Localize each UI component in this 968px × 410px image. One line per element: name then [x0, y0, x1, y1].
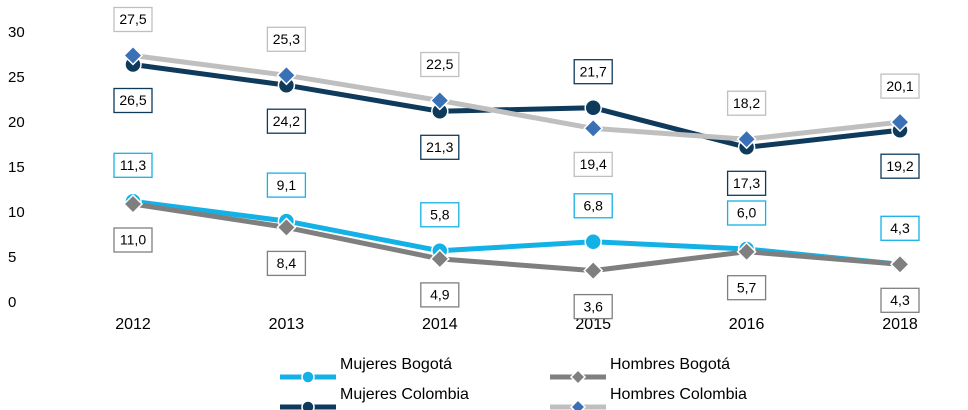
data-label-box [880, 287, 920, 313]
data-label: 4,9 [430, 287, 450, 303]
point [736, 241, 757, 262]
data-label-box [726, 275, 767, 301]
legend-item: Mujeres Colombia [280, 386, 469, 410]
data-label-box [266, 26, 307, 52]
legend-label: Hombres Colombia [610, 386, 747, 403]
legend-item: Hombres Colombia [550, 386, 747, 410]
data-label-box [420, 51, 460, 78]
data-label: 6,8 [583, 198, 603, 214]
data-label-box [266, 250, 307, 277]
data-label-box [726, 170, 767, 196]
x-tick-label: 2013 [269, 316, 305, 333]
point [569, 368, 587, 386]
data-label-box [573, 151, 613, 178]
point [122, 45, 144, 66]
data-label-box [420, 202, 460, 228]
point [583, 260, 604, 281]
data-label-box [113, 152, 153, 178]
legend-item: Mujeres Bogotá [280, 356, 452, 384]
x-tick-label: 2012 [115, 316, 151, 333]
data-label-box [266, 108, 307, 134]
y-tick-label: 30 [8, 24, 25, 41]
data-label-box [113, 87, 153, 114]
data-label: 4,3 [890, 220, 910, 236]
data-label: 19,2 [886, 158, 913, 174]
data-label: 4,3 [890, 292, 910, 308]
point [122, 193, 144, 215]
data-label-box [573, 193, 613, 219]
data-label: 24,2 [273, 113, 300, 129]
data-label: 21,7 [580, 63, 607, 79]
data-label-box [113, 6, 153, 33]
point [889, 254, 911, 275]
legend-label: Mujeres Colombia [340, 386, 469, 403]
point [301, 370, 315, 384]
series-line [132, 53, 901, 142]
data-label: 6,0 [737, 205, 757, 221]
point [301, 400, 315, 410]
data-label: 27,5 [119, 11, 146, 27]
point [584, 98, 602, 117]
data-label-box [420, 134, 460, 160]
data-label: 18,2 [733, 95, 760, 111]
data-label: 26,5 [119, 92, 146, 108]
y-tick-label: 20 [8, 114, 25, 131]
legend-label: Mujeres Bogotá [340, 356, 452, 373]
data-label-box [573, 59, 613, 85]
point [889, 112, 911, 133]
legend-item: Hombres Bogotá [550, 356, 730, 386]
data-label: 8,4 [277, 255, 297, 271]
point [569, 398, 587, 410]
data-label-box [880, 153, 920, 179]
data-label: 17,3 [733, 175, 760, 191]
x-tick-label: 2015 [575, 316, 611, 333]
y-tick-label: 25 [8, 69, 25, 86]
series-line [132, 62, 901, 150]
series-line [132, 201, 901, 274]
data-label: 11,0 [120, 232, 146, 248]
data-label: 20,1 [886, 78, 913, 94]
data-label: 22,5 [426, 56, 453, 72]
data-label-box [726, 90, 767, 116]
y-tick-label: 5 [8, 249, 16, 266]
data-label: 19,4 [580, 156, 607, 172]
data-label: 5,7 [737, 279, 757, 295]
data-label-box [726, 200, 767, 226]
data-label-box [266, 172, 307, 198]
y-tick-label: 10 [8, 204, 25, 221]
data-label-box [880, 215, 920, 241]
point [736, 129, 757, 150]
data-label-box [420, 282, 460, 308]
point [276, 217, 297, 238]
data-label: 9,1 [277, 177, 297, 193]
data-label: 21,3 [426, 139, 453, 155]
x-tick-label: 2016 [729, 316, 765, 333]
data-label: 5,8 [430, 207, 450, 223]
point [429, 248, 450, 269]
point [584, 233, 602, 251]
legend-label: Hombres Bogotá [610, 356, 730, 373]
y-tick-label: 0 [8, 294, 16, 311]
data-label-box [113, 227, 153, 253]
data-label-box [880, 73, 920, 99]
x-tick-label: 2014 [422, 316, 458, 333]
x-tick-label: 2018 [882, 316, 918, 333]
data-label: 25,3 [273, 31, 300, 47]
data-label: 11,3 [120, 157, 146, 173]
data-label: 3,6 [583, 298, 603, 314]
y-tick-label: 15 [8, 159, 25, 176]
point [429, 90, 450, 111]
data-label-box [573, 293, 613, 320]
point [276, 65, 297, 86]
point [583, 118, 604, 139]
